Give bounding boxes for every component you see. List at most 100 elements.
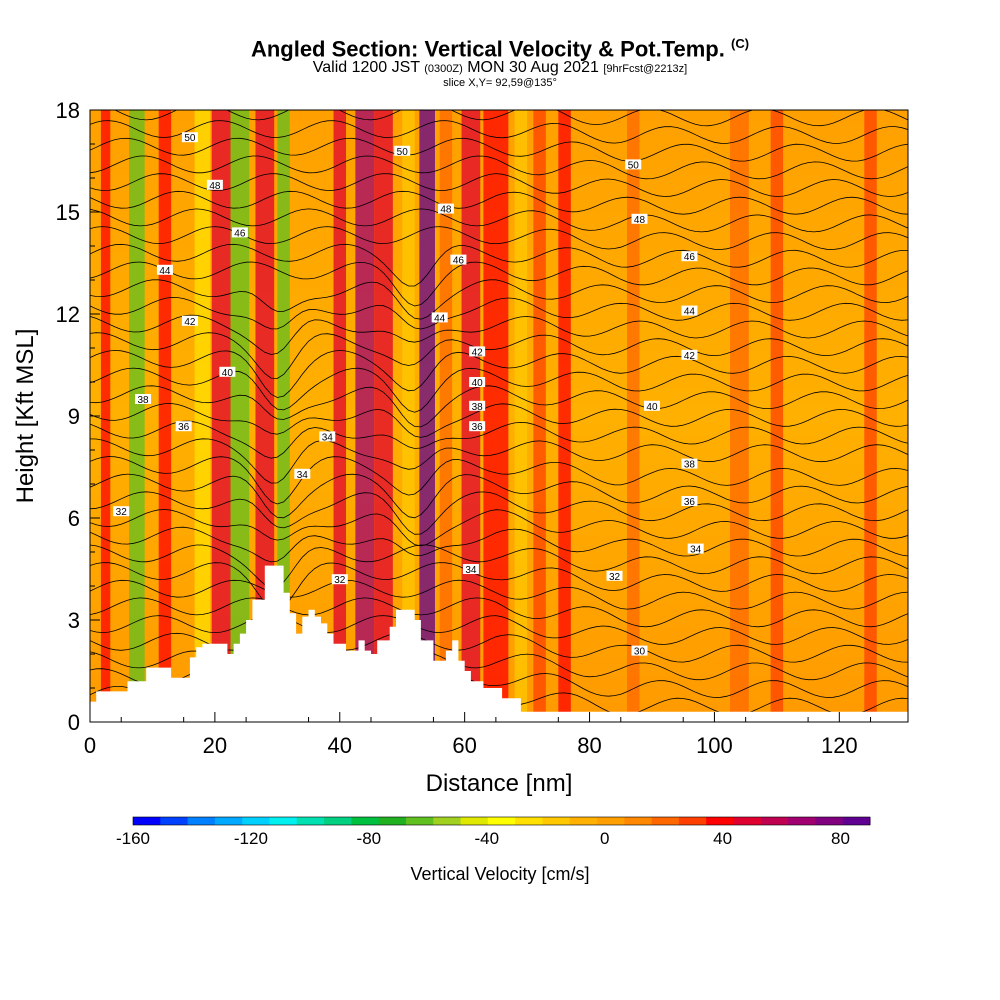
y-axis: 0 3 6 9 12 15 18 xyxy=(56,98,100,735)
contour-label: 48 xyxy=(440,205,452,216)
contour-label: 38 xyxy=(472,402,484,413)
theta-contour xyxy=(90,261,908,307)
contour-label: 34 xyxy=(297,470,309,481)
contour-label: 46 xyxy=(453,256,465,267)
forecast-info: [9hrFcst@2213z] xyxy=(603,63,688,75)
velocity-band xyxy=(402,110,415,722)
velocity-field xyxy=(100,110,877,722)
theta-contour xyxy=(90,349,908,398)
contour-label-bg xyxy=(294,468,311,479)
velocity-band xyxy=(483,110,509,722)
contour-label-bg xyxy=(631,213,648,224)
contour-label: 32 xyxy=(334,575,346,586)
theta-contour xyxy=(90,438,908,484)
colorbar-swatch xyxy=(624,817,653,825)
contour-label: 40 xyxy=(472,378,484,389)
colorbar-swatch xyxy=(160,817,189,825)
colorbar-swatch xyxy=(569,817,598,825)
theta-contour xyxy=(90,420,908,459)
x-tick-label: 80 xyxy=(577,733,601,758)
contour-label: 30 xyxy=(634,647,646,658)
contour-label: 48 xyxy=(634,215,646,226)
velocity-band xyxy=(770,110,784,722)
valid-time: Valid 1200 JST xyxy=(312,59,420,76)
chart-title: Angled Section: Vertical Velocity & Pot.… xyxy=(0,36,1000,62)
velocity-band xyxy=(533,110,546,722)
contour-label: 50 xyxy=(628,160,640,171)
contour-label-bg xyxy=(681,251,698,262)
velocity-band xyxy=(100,110,111,722)
y-tick-label: 15 xyxy=(56,200,80,225)
colorbar-swatch xyxy=(788,817,816,825)
x-axis: 0 20 40 60 80 100 120 xyxy=(84,712,872,758)
contour-label: 42 xyxy=(472,347,484,358)
theta-contour xyxy=(90,279,908,320)
theta-contour xyxy=(90,579,908,610)
contour-label-bg xyxy=(625,159,642,170)
colorbar-swatch xyxy=(214,817,243,825)
x-tick-label: 60 xyxy=(452,733,476,758)
contour-label: 32 xyxy=(609,572,621,583)
theta-contour xyxy=(90,243,908,287)
contour-label-bg xyxy=(231,227,248,238)
theta-contour xyxy=(90,456,908,505)
velocity-band xyxy=(627,110,640,722)
theta-contour xyxy=(90,385,908,428)
contour-label-bg xyxy=(437,203,454,214)
colorbar: -160 -120 -80 -40 0 40 80 xyxy=(116,816,871,848)
colorbar-swatch xyxy=(433,817,462,825)
velocity-band xyxy=(230,110,250,722)
colorbar-swatch xyxy=(542,817,571,825)
colorbar-tick-label: 40 xyxy=(713,829,732,848)
contour-label-bg xyxy=(469,421,486,432)
contour-label-bg xyxy=(643,400,660,411)
contour-label-bg xyxy=(175,421,192,432)
theta-contour xyxy=(90,509,908,547)
colorbar-swatch xyxy=(515,817,543,825)
theta-contour xyxy=(90,190,908,215)
colorbar-swatch xyxy=(133,817,161,825)
velocity-band xyxy=(158,110,172,722)
contour-label-bg xyxy=(687,543,704,554)
contour-label-bg xyxy=(469,346,486,357)
velocity-band xyxy=(129,110,145,722)
colorbar-swatch xyxy=(351,817,380,825)
theta-contour xyxy=(90,173,908,197)
colorbar-swatch xyxy=(815,817,844,825)
chart-title-unit: (C) xyxy=(731,36,750,51)
colorbar-label: Vertical Velocity [cm/s] xyxy=(410,864,589,884)
velocity-band xyxy=(333,110,347,722)
velocity-band xyxy=(439,110,453,722)
theta-contour xyxy=(90,615,908,645)
contour-label: 36 xyxy=(472,422,484,433)
contour-label: 48 xyxy=(209,181,221,192)
contour-label-bg xyxy=(219,366,236,377)
theta-contour xyxy=(90,597,908,628)
contour-label-bg xyxy=(206,179,223,190)
contour-label: 50 xyxy=(184,133,196,144)
theta-contour xyxy=(90,332,908,379)
y-axis-label: Height [Kft MSL] xyxy=(12,329,39,504)
contour-label: 34 xyxy=(322,432,334,443)
colorbar-swatch xyxy=(378,817,407,825)
theta-contour xyxy=(90,208,908,233)
contour-label-bg xyxy=(631,645,648,656)
y-tick-label: 9 xyxy=(68,404,80,429)
contour-label-bg xyxy=(681,458,698,469)
y-tick-label: 18 xyxy=(56,98,80,123)
contour-label-bg xyxy=(394,145,411,156)
theta-contour xyxy=(90,544,908,589)
colorbar-tick-label: -160 xyxy=(116,829,150,848)
contour-label: 34 xyxy=(465,565,477,576)
theta-contour xyxy=(90,314,908,355)
contour-label-bg xyxy=(156,264,173,275)
valid-time-utc: (0300Z) xyxy=(424,63,463,75)
theta-contour xyxy=(90,296,908,330)
contour-label-bg xyxy=(319,431,336,442)
theta-contour xyxy=(90,473,908,519)
contour-label: 36 xyxy=(684,497,696,508)
colorbar-swatch xyxy=(597,817,625,825)
contour-label: 44 xyxy=(434,313,446,324)
theta-contour xyxy=(90,491,908,535)
